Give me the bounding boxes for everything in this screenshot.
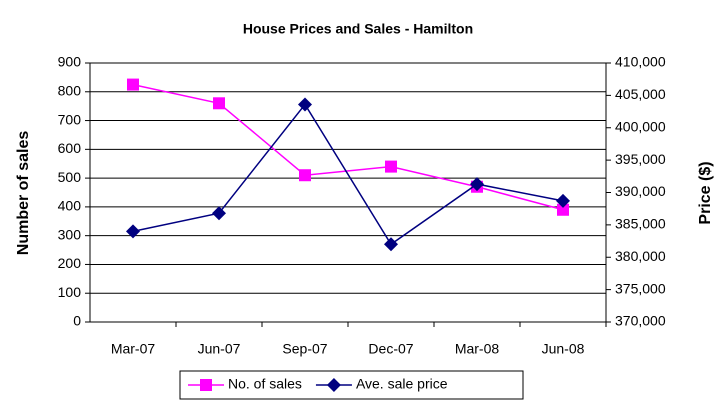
series-line: [132, 103, 564, 246]
y2-tick-label: 375,000: [615, 280, 666, 296]
point: [385, 160, 397, 173]
y2-tick-label: 390,000: [615, 183, 666, 199]
point: [557, 203, 569, 216]
legend-label: Ave. sale price: [356, 376, 448, 392]
point: [384, 237, 398, 252]
x-tick-label: Jun-07: [198, 341, 241, 357]
point: [299, 169, 311, 182]
y2-tick-label: 370,000: [615, 313, 666, 329]
y-tick-label: 800: [58, 82, 82, 98]
y2-tick-label: 395,000: [615, 151, 666, 167]
point: [470, 177, 484, 192]
point: [298, 97, 312, 112]
point: [127, 78, 139, 91]
y-axis-title: Number of sales: [15, 131, 32, 256]
point: [326, 378, 341, 392]
y-tick-label: 600: [58, 140, 82, 156]
x-tick-label: Jun-08: [542, 341, 585, 357]
y-tick-label: 200: [58, 255, 82, 271]
y-tick-label: 100: [58, 284, 82, 300]
y2-tick-label: 380,000: [615, 248, 666, 264]
chart-title: House Prices and Sales - Hamilton: [243, 21, 473, 37]
y2-axis-title: Price ($): [697, 161, 714, 224]
point: [556, 193, 570, 208]
y2-tick-label: 405,000: [615, 86, 666, 102]
y-tick-label: 900: [58, 54, 82, 70]
y2-tick-label: 410,000: [615, 54, 666, 70]
x-tick-label: Sep-07: [282, 341, 327, 357]
point: [213, 97, 225, 110]
y-tick-label: 0: [73, 313, 81, 329]
x-tick-label: Dec-07: [368, 341, 413, 357]
y-tick-label: 700: [58, 111, 82, 127]
point: [126, 224, 140, 239]
series-line: [132, 83, 564, 211]
y-tick-label: 300: [58, 226, 82, 242]
x-tick-label: Mar-08: [455, 341, 500, 357]
y-tick-label: 500: [58, 169, 82, 185]
x-tick-label: Mar-07: [111, 341, 156, 357]
legend-label: No. of sales: [228, 376, 302, 392]
point: [200, 379, 212, 391]
y2-tick-label: 385,000: [615, 216, 666, 232]
point: [212, 206, 226, 221]
y-tick-label: 400: [58, 198, 82, 214]
y2-tick-label: 400,000: [615, 118, 666, 134]
